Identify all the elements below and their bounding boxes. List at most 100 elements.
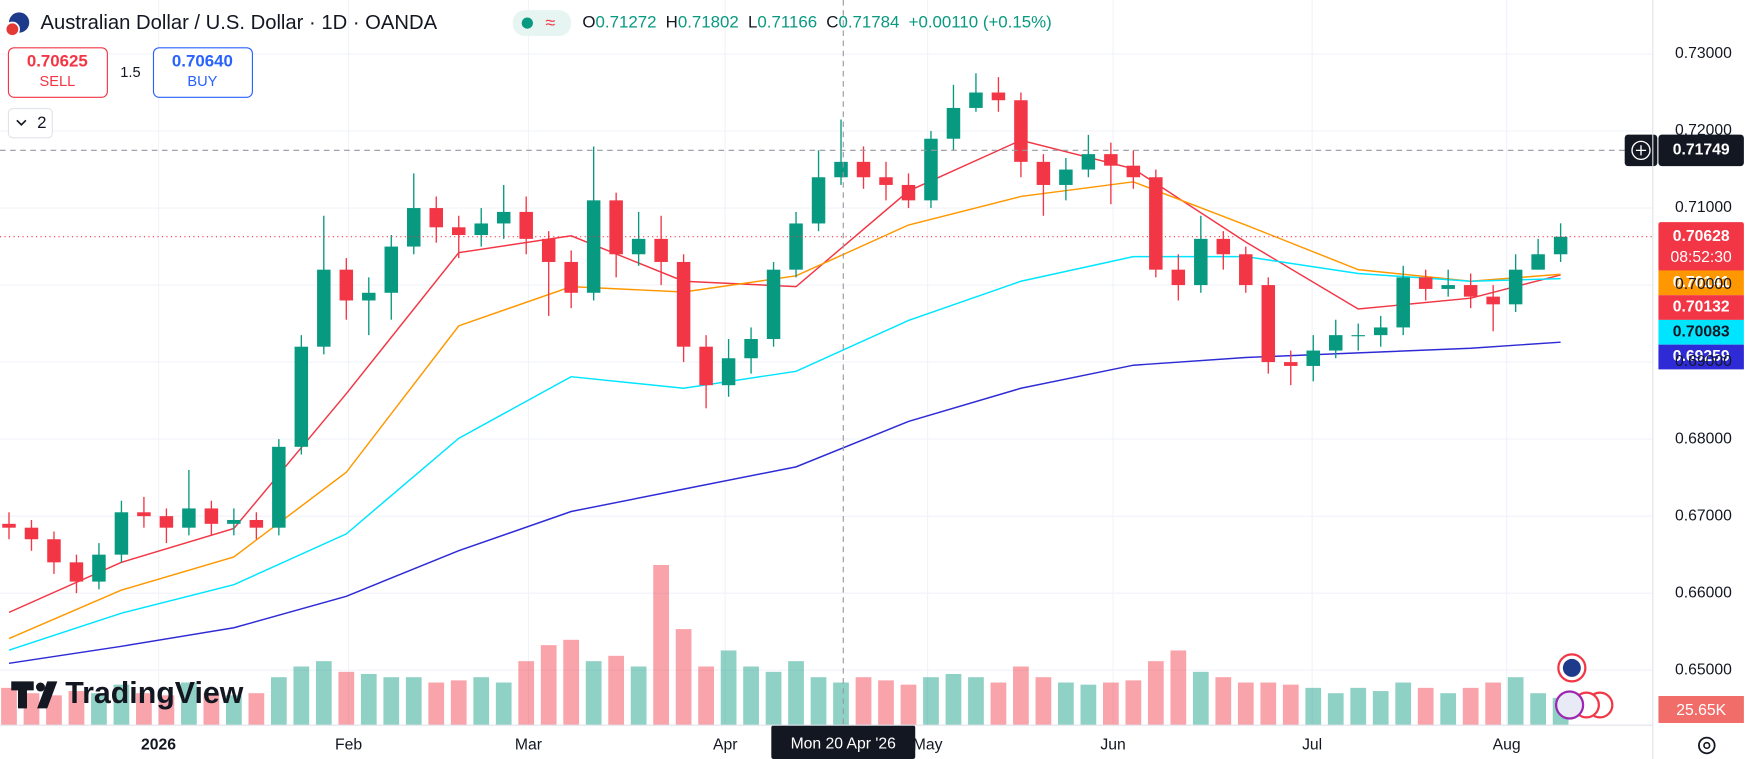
candle-body xyxy=(1373,327,1388,336)
candle-body xyxy=(204,508,219,524)
candle-body xyxy=(564,261,578,293)
candle-body xyxy=(182,508,196,528)
y-tick-label: 0.67000 xyxy=(1675,507,1732,524)
volume-label-box xyxy=(1658,696,1744,723)
ma-label: 0.70083 xyxy=(1673,323,1730,340)
volume-bar xyxy=(360,673,377,726)
countdown: 08:52:30 xyxy=(1671,249,1732,266)
ma-label-box xyxy=(1658,295,1744,320)
last-price-label: 0.70628 xyxy=(1673,228,1730,245)
volume-bar xyxy=(428,682,445,726)
volume-bar xyxy=(855,677,872,726)
crosshair-add-icon xyxy=(1635,145,1647,156)
candle-body xyxy=(1036,161,1051,185)
x-tick-label: Jun xyxy=(1100,737,1125,754)
volume-bar xyxy=(473,677,490,726)
ohlc-legend: O0.71272 H0.71802 L0.71166 C0.71784 +0.0… xyxy=(582,13,1051,32)
sell-button[interactable]: 0.70625 SELL xyxy=(7,47,108,98)
candle-body xyxy=(1441,285,1455,289)
ma-label: 0.70141 xyxy=(1673,274,1730,291)
settings-button[interactable] xyxy=(1698,736,1716,755)
candle-body xyxy=(631,238,646,255)
ohlc-label: O xyxy=(582,13,595,32)
candle-body xyxy=(766,269,781,339)
candle-body xyxy=(654,238,668,262)
volume-bar xyxy=(113,684,130,726)
volume-bar xyxy=(1372,691,1389,726)
volume-bar xyxy=(990,682,1007,726)
candle-body xyxy=(969,92,983,108)
sell-price: 0.70625 xyxy=(27,51,88,70)
symbol-title: Australian Dollar / U.S. Dollar · 1D · O… xyxy=(40,12,437,34)
volume-bar xyxy=(1192,671,1209,726)
volume-bar xyxy=(900,684,917,726)
volume-bar xyxy=(1485,682,1502,726)
sell-box xyxy=(7,47,108,98)
spread: 1.5 xyxy=(120,65,140,81)
volume-bar xyxy=(653,565,669,726)
ma-label-box xyxy=(1658,344,1744,370)
crosshair-date: Mon 20 Apr '26 xyxy=(791,736,897,753)
gear xyxy=(1703,741,1711,750)
volume-bar xyxy=(248,693,265,726)
candle-body xyxy=(519,211,533,239)
candle-body xyxy=(1126,165,1141,178)
candle-body xyxy=(2,523,16,528)
volume-bar xyxy=(945,673,962,726)
ohlc-value: 0.71802 xyxy=(678,13,739,32)
volume-bar xyxy=(23,693,40,726)
candle-body xyxy=(1418,277,1433,289)
volume-bar xyxy=(1102,682,1119,726)
moving-average xyxy=(8,255,1561,651)
buy-button[interactable]: 0.70640 BUY xyxy=(152,47,253,98)
volume-bar xyxy=(1327,693,1344,726)
last-price-box xyxy=(1658,222,1744,272)
candle-body xyxy=(1081,154,1096,170)
volume-bar xyxy=(181,682,197,726)
volume-bar xyxy=(136,693,152,726)
candle-body xyxy=(1396,277,1410,328)
crosshair-add-icon xyxy=(1631,140,1651,161)
volume-bar xyxy=(720,650,737,726)
ohlc-value: 0.71784 xyxy=(838,13,899,32)
y-tick-label: 0.73000 xyxy=(1675,45,1732,62)
candle-body xyxy=(339,269,354,301)
x-tick-label: Aug xyxy=(1493,737,1521,754)
candle-body xyxy=(1463,285,1478,297)
volume-bar xyxy=(1395,682,1412,726)
y-tick-label: 0.71000 xyxy=(1675,199,1732,216)
candle-body xyxy=(1553,236,1568,255)
volume-bar xyxy=(1058,682,1074,726)
volume-bar xyxy=(1170,650,1187,726)
volume-bar xyxy=(1147,661,1164,726)
candle-body xyxy=(541,238,556,262)
volume-bar xyxy=(1080,684,1097,726)
ohlc-label: L xyxy=(748,13,757,32)
volume-bar xyxy=(1125,680,1142,726)
candle-body xyxy=(699,346,713,386)
volume-bar xyxy=(1215,677,1232,726)
volume-bar xyxy=(765,671,782,726)
volume-bar xyxy=(315,661,332,726)
volume-bar xyxy=(878,680,894,726)
volume-bar xyxy=(270,677,287,726)
y-tick-label: 0.72000 xyxy=(1675,122,1732,139)
moving-average xyxy=(8,139,1561,614)
volume-bar xyxy=(1417,687,1434,726)
volume-bar xyxy=(158,695,175,726)
volume-bar xyxy=(743,666,759,726)
candle-body xyxy=(1239,254,1253,286)
status-icon: ≈ xyxy=(545,12,555,32)
candle-body xyxy=(856,161,871,178)
volume-bar xyxy=(518,661,535,726)
indicators-toggle[interactable]: 2 xyxy=(7,107,53,139)
volume-bar xyxy=(293,666,310,726)
candle-body xyxy=(1216,238,1231,255)
volume-bar xyxy=(46,695,62,726)
candle-body xyxy=(1014,100,1028,162)
volume-bar xyxy=(1035,677,1052,726)
chevron xyxy=(16,119,27,127)
x-tick-label: 2026 xyxy=(141,737,176,754)
volume-bar xyxy=(405,677,422,726)
